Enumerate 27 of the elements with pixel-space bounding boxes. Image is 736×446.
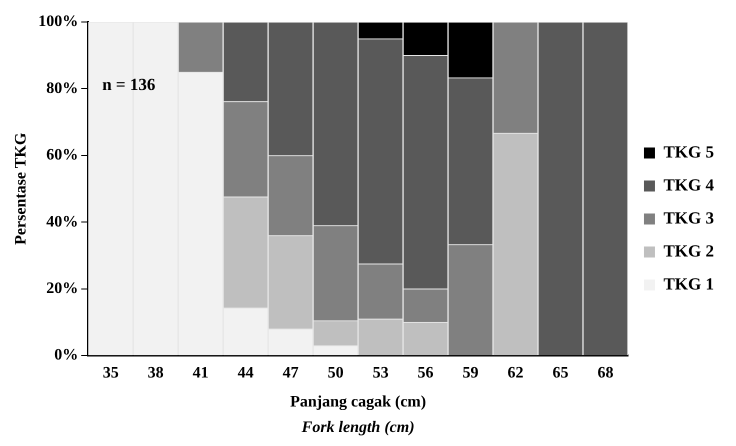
x-tick-label: 38 xyxy=(148,364,164,382)
y-tick-label: 100% xyxy=(38,13,78,30)
x-axis-title: Panjang cagak (cm) xyxy=(290,394,426,411)
x-tick-label: 44 xyxy=(238,364,254,382)
text: Fork length (cm) xyxy=(300,419,415,436)
y-tick-label: 20% xyxy=(46,280,78,298)
x-tick-label: 59 xyxy=(462,364,479,382)
x-tick-label: 53 xyxy=(372,364,389,382)
x-tick-label: 47 xyxy=(282,364,299,382)
legend-label: TKG 1 xyxy=(663,274,714,294)
legend-label: TKG 5 xyxy=(663,142,714,162)
y-axis-title: Persentase TKG xyxy=(12,132,30,245)
legend-label: TKG 2 xyxy=(663,241,714,260)
y-tick-label: 40% xyxy=(46,213,78,230)
y-tick-label: 80% xyxy=(46,80,78,97)
x-tick-label: 50 xyxy=(328,364,344,382)
x-tick-label: 35 xyxy=(102,364,119,382)
annotation: n = 136 xyxy=(102,74,156,94)
x-tick-label: 41 xyxy=(192,364,209,382)
legend-label: TKG 3 xyxy=(663,208,714,228)
x-tick-label: 68 xyxy=(597,364,614,382)
legend-label: TKG 4 xyxy=(663,175,714,194)
y-tick-label: 0% xyxy=(54,346,78,364)
y-tick-label: 60% xyxy=(46,146,78,164)
x-tick-label: 65 xyxy=(552,364,568,382)
x-tick-label: 56 xyxy=(418,364,434,382)
x-tick-label: 62 xyxy=(508,364,524,382)
